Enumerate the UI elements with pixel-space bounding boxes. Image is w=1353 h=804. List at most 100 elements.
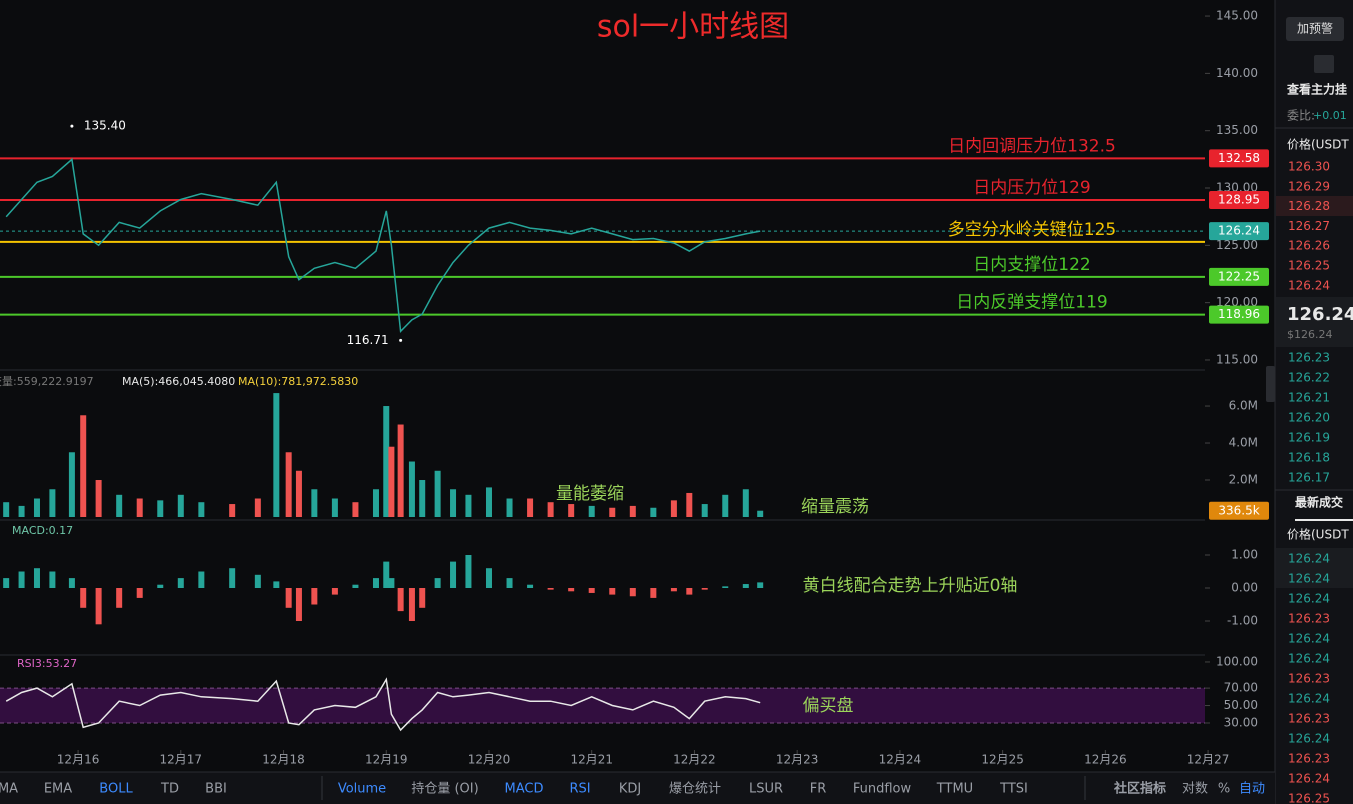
trade-price: 126.24: [1288, 772, 1330, 786]
bar: [419, 588, 426, 608]
toolbar-item[interactable]: EMA: [44, 782, 72, 797]
bar: [670, 500, 677, 517]
bar: [650, 588, 657, 598]
toolbar-item[interactable]: 持仓量 (OI): [411, 782, 478, 797]
bar: [670, 588, 677, 592]
bar: [450, 489, 457, 517]
ask-price: 126.28: [1288, 199, 1330, 213]
y-tick-label: 130.00: [1216, 181, 1258, 195]
bar: [136, 498, 143, 517]
toolbar-item[interactable]: MA: [0, 782, 18, 797]
x-tick-label: 12月16: [57, 753, 100, 767]
bid-price: 126.19: [1288, 431, 1330, 445]
bar: [352, 584, 359, 589]
toolbar-item[interactable]: TTMU: [936, 782, 973, 797]
bar: [388, 446, 395, 517]
bar: [372, 578, 379, 589]
bar: [80, 588, 87, 608]
bid-price: 126.20: [1288, 411, 1330, 425]
bar: [285, 588, 292, 608]
toolbar-item[interactable]: 对数: [1182, 782, 1208, 797]
book-toggle[interactable]: [1314, 55, 1334, 73]
bar: [397, 588, 404, 612]
trade-price: 126.23: [1288, 712, 1330, 726]
collapse-handle[interactable]: [1266, 366, 1275, 402]
bar: [588, 505, 595, 517]
ask-price: 126.30: [1288, 160, 1330, 174]
toolbar-item[interactable]: MACD: [505, 782, 544, 797]
series-line: [5, 157, 761, 333]
y-tick-label: 125.00: [1216, 238, 1258, 252]
book-title: 查看主力挂: [1286, 82, 1347, 97]
toolbar-item[interactable]: Volume: [338, 782, 386, 797]
toolbar-item[interactable]: RSI: [569, 782, 590, 797]
toolbar: [0, 772, 1275, 804]
toolbar-item[interactable]: FR: [810, 782, 827, 797]
pane-note: 黄白线配合走势上升贴近0轴: [803, 576, 1018, 596]
bar: [506, 498, 513, 517]
bar: [686, 492, 693, 517]
bar: [116, 494, 123, 517]
toolbar-item[interactable]: 自动: [1239, 782, 1265, 797]
last-box: [1276, 297, 1353, 347]
toolbar-item[interactable]: 爆仓统计: [669, 782, 721, 797]
extreme-label: 116.71: [347, 333, 389, 347]
bar: [229, 568, 236, 589]
toolbar-item[interactable]: Fundflow: [853, 782, 912, 797]
alert-button-label[interactable]: 加预警: [1297, 21, 1333, 36]
bar: [273, 581, 280, 589]
trades-title[interactable]: 最新成交: [1295, 495, 1343, 510]
bar: [388, 578, 395, 589]
bid-price: 126.22: [1288, 371, 1330, 385]
price-tag-label: 122.25: [1218, 269, 1260, 283]
toolbar-item[interactable]: BOLL: [99, 782, 133, 797]
price-tag: [1209, 305, 1269, 324]
y-tick-label: 100.00: [1216, 654, 1258, 668]
extreme-point: [70, 124, 74, 128]
y-tick-label: 2.0M: [1229, 473, 1258, 487]
bar: [198, 502, 205, 517]
bar: [568, 504, 575, 517]
toolbar-item[interactable]: TTSI: [999, 782, 1028, 797]
x-tick-label: 12月20: [468, 753, 511, 767]
alert-button[interactable]: [1286, 17, 1344, 41]
level-note: 日内回调压力位132.5: [948, 136, 1116, 156]
bar: [383, 406, 390, 517]
bar: [742, 489, 749, 517]
bar: [3, 578, 10, 589]
toolbar-item[interactable]: TD: [160, 782, 179, 797]
toolbar-item[interactable]: 社区指标: [1113, 781, 1166, 797]
toolbar-item[interactable]: KDJ: [619, 782, 641, 797]
bar: [311, 588, 318, 605]
extreme-point: [399, 338, 403, 342]
bar: [49, 489, 56, 517]
bar: [485, 487, 492, 517]
y-tick-label: 0.00: [1231, 581, 1258, 595]
bar: [68, 578, 75, 589]
x-tick-label: 12月26: [1084, 753, 1127, 767]
price-tag-label: 128.95: [1218, 193, 1260, 207]
bar: [609, 588, 616, 595]
bar: [434, 470, 441, 517]
bar: [254, 574, 261, 589]
bar: [650, 507, 657, 517]
bar: [757, 582, 764, 589]
trade-price: 126.24: [1288, 652, 1330, 666]
toolbar-item[interactable]: BBI: [205, 782, 227, 797]
bar: [311, 489, 318, 517]
toolbar-item[interactable]: LSUR: [749, 782, 783, 797]
level-note: 日内支撑位122: [973, 255, 1090, 275]
price-tag-label: 118.96: [1218, 307, 1260, 321]
bar: [506, 578, 513, 589]
bar: [273, 393, 280, 517]
bar: [177, 578, 184, 589]
bar: [254, 498, 261, 517]
ask-price: 126.26: [1288, 239, 1330, 253]
bar: [527, 584, 534, 589]
toolbar-item[interactable]: %: [1218, 782, 1230, 797]
bar: [372, 489, 379, 517]
bar: [419, 480, 426, 517]
bid-price: 126.17: [1288, 471, 1330, 485]
x-tick-label: 12月24: [879, 753, 922, 767]
